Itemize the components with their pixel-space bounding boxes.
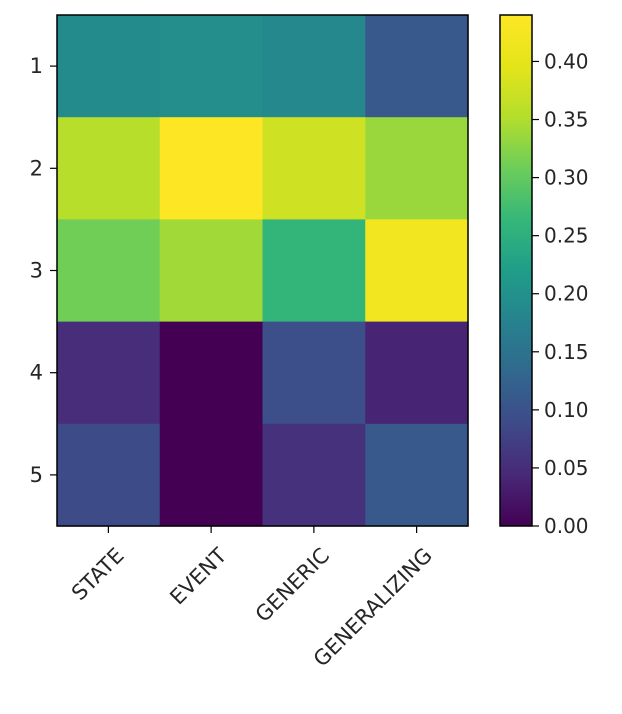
colorbar-tick-label: 0.15 xyxy=(544,340,589,364)
heatmap-cell xyxy=(57,321,161,425)
heatmap-cell xyxy=(365,219,469,323)
heatmap-cell xyxy=(365,117,469,220)
heatmap-cell xyxy=(262,219,366,323)
colorbar-tick-label: 0.40 xyxy=(544,49,589,73)
heatmap-cell xyxy=(262,423,366,527)
heatmap-cell xyxy=(159,117,264,220)
x-tick-label: EVENT xyxy=(165,543,231,609)
colorbar-tick-label: 0.00 xyxy=(544,514,589,538)
colorbar-tick-label: 0.20 xyxy=(544,282,589,306)
colorbar-tick-label: 0.05 xyxy=(544,456,589,480)
y-tick-label: 2 xyxy=(30,156,43,180)
colorbar-tick-label: 0.30 xyxy=(544,166,589,190)
heatmap-cell xyxy=(365,423,469,527)
heatmap-cell xyxy=(262,117,366,220)
y-tick-label: 3 xyxy=(30,259,43,283)
heatmap-cell xyxy=(57,423,161,527)
y-tick-label: 4 xyxy=(30,361,43,385)
heatmap-cell xyxy=(57,117,161,220)
colorbar-frame xyxy=(499,14,533,527)
x-tick-label: GENERIC xyxy=(251,543,334,626)
heatmap-cell xyxy=(262,15,366,118)
heatmap-cells xyxy=(57,15,469,527)
heatmap-cell xyxy=(159,321,264,425)
heatmap-cell xyxy=(365,321,469,425)
heatmap-cell xyxy=(365,15,469,118)
colorbar: 0.00 0.05 0.10 0.15 0.20 0.25 0.30 0.35 0.40 xyxy=(499,14,589,538)
heatmap-cell xyxy=(57,219,161,323)
colorbar-ticks: 0.00 0.05 0.10 0.15 0.20 0.25 0.30 0.35 0.40 xyxy=(532,49,589,538)
heatmap-cell xyxy=(262,321,366,425)
y-axis-ticks: 1 2 3 4 5 xyxy=(30,54,57,487)
colorbar-tick-label: 0.25 xyxy=(544,224,589,248)
colorbar-tick-label: 0.35 xyxy=(544,108,589,132)
y-tick-label: 5 xyxy=(30,463,43,487)
y-tick-label: 1 xyxy=(30,54,43,78)
x-tick-label: STATE xyxy=(67,543,129,605)
colorbar-gradient xyxy=(500,15,532,526)
colorbar-tick-label: 0.10 xyxy=(544,398,589,422)
heatmap-cell xyxy=(57,15,161,118)
heatmap-cell xyxy=(159,423,264,527)
heatmap-cell xyxy=(159,15,264,118)
heatmap-cell xyxy=(159,219,264,323)
